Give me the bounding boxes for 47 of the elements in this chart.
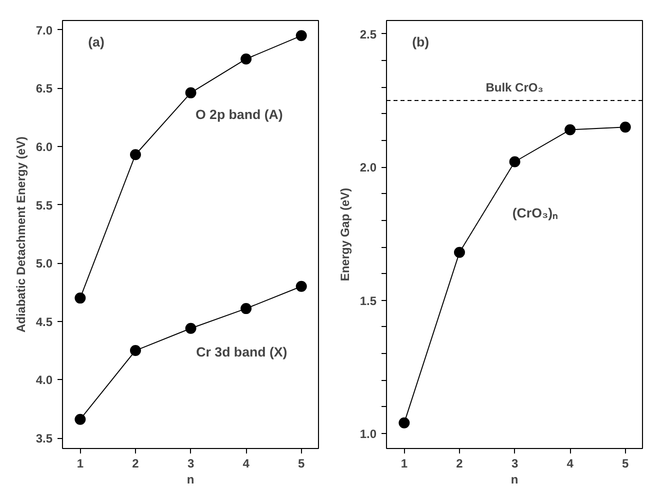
annotation: Cr 3d band (X) bbox=[196, 344, 288, 360]
x-tick-label: 2 bbox=[456, 456, 464, 470]
x-tick-label: 1 bbox=[76, 456, 84, 470]
point bbox=[454, 246, 465, 258]
point bbox=[185, 87, 196, 98]
ref-line-label: Bulk CrO₃ bbox=[486, 80, 544, 94]
x-tick-label: 2 bbox=[132, 456, 140, 470]
annotation: (a) bbox=[88, 34, 104, 50]
x-tick-label: 3 bbox=[511, 456, 518, 470]
x-tick-label: 1 bbox=[400, 456, 408, 470]
point bbox=[74, 414, 86, 425]
x-axis-title: n bbox=[186, 472, 194, 486]
point bbox=[398, 417, 410, 428]
y-tick-label: 2.0 bbox=[360, 160, 377, 175]
x-tick-label: 4 bbox=[566, 456, 574, 470]
y-tick-label: 5.5 bbox=[36, 198, 53, 212]
y-tick-label: 2.5 bbox=[360, 27, 377, 42]
point bbox=[240, 53, 252, 64]
annotation: (b) bbox=[412, 34, 430, 50]
y-tick-label: 4.0 bbox=[36, 373, 53, 388]
y-tick-label: 5.0 bbox=[36, 256, 53, 271]
y-tick-label: 7.0 bbox=[36, 23, 53, 38]
point bbox=[296, 280, 307, 292]
point bbox=[240, 303, 252, 314]
y-tick-label: 1.0 bbox=[360, 427, 377, 442]
y-tick-label: 6.0 bbox=[36, 140, 53, 154]
point bbox=[74, 292, 86, 304]
point bbox=[296, 30, 307, 42]
y-tick-label: 1.5 bbox=[360, 294, 377, 308]
point bbox=[185, 322, 196, 334]
annotation: O 2p band (A) bbox=[195, 107, 283, 122]
x-tick-label: 4 bbox=[242, 456, 250, 470]
y-tick-label: 4.5 bbox=[36, 314, 53, 329]
annotation: (CrO₃)ₙ bbox=[512, 206, 558, 221]
point bbox=[130, 345, 141, 356]
y-tick-label: 3.5 bbox=[36, 432, 53, 446]
point bbox=[620, 122, 631, 133]
x-axis-title: n bbox=[510, 472, 518, 486]
x-tick-label: 5 bbox=[622, 456, 630, 470]
point bbox=[509, 156, 520, 168]
point bbox=[564, 124, 576, 136]
y-tick-label: 6.5 bbox=[36, 82, 53, 96]
y-axis-title: Adiabatic Detachment Energy (eV) bbox=[14, 136, 28, 333]
y-axis-title: Energy Gap (eV) bbox=[338, 188, 352, 282]
x-tick-label: 3 bbox=[187, 456, 194, 470]
x-tick-label: 5 bbox=[298, 456, 306, 470]
point bbox=[130, 149, 141, 160]
